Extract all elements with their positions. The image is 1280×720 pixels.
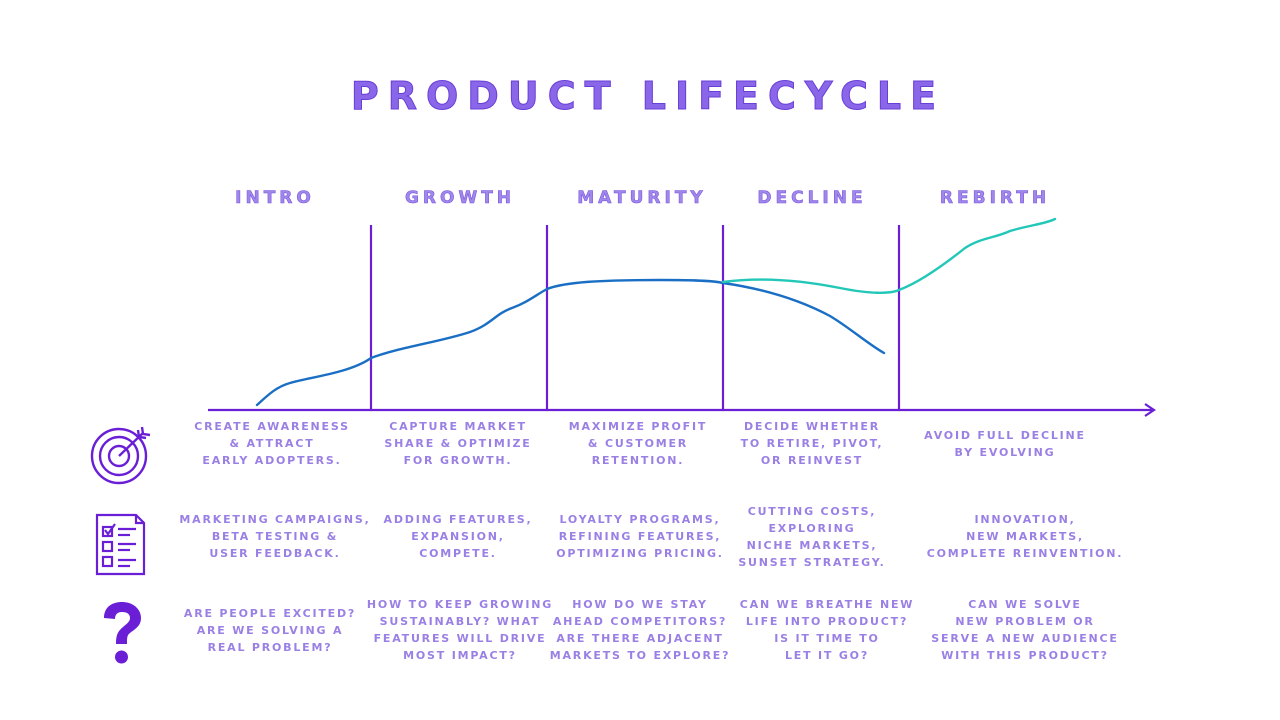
stage-label-growth: GROWTH (404, 188, 516, 209)
maturity-questions: HOW DO WE STAY AHEAD COMPETITORS? ARE TH… (549, 598, 731, 662)
decline-questions: CAN WE BREATHE NEW LIFE INTO PRODUCT? IS… (739, 598, 915, 662)
stage-label-intro: INTRO (235, 188, 315, 209)
main-lifecycle-curve (255, 278, 886, 407)
rebirth-curve (721, 217, 1057, 294)
intro-questions: ARE PEOPLE EXCITED? ARE WE SOLVING A REA… (183, 607, 357, 654)
stage-label-maturity: MATURITY (577, 188, 707, 209)
target-icon (90, 426, 151, 485)
axis-arrow-icon (1144, 403, 1156, 417)
intro-actions: MARKETING CAMPAIGNS, BETA TESTING & USER… (179, 513, 371, 560)
rebirth-goal: AVOID FULL DECLINE BY EVOLVING (924, 429, 1086, 459)
maturity-goal: MAXIMIZE PROFIT & CUSTOMER RETENTION. (568, 420, 708, 467)
growth-actions: ADDING FEATURES, EXPANSION, COMPETE. (383, 513, 533, 560)
question-mark-icon (104, 602, 141, 664)
growth-goal: CAPTURE MARKET SHARE & OPTIMIZE FOR GROW… (384, 420, 532, 467)
page-title: PRODUCT LIFECYCLE (350, 74, 946, 119)
decline-actions: CUTTING COSTS, EXPLORING NICHE MARKETS, … (738, 505, 886, 569)
checklist-icon (95, 513, 146, 576)
intro-goal: CREATE AWARENESS & ATTRACT EARLY ADOPTER… (194, 420, 350, 467)
rebirth-questions: CAN WE SOLVE NEW PROBLEM OR SERVE A NEW … (931, 598, 1119, 662)
maturity-actions: LOYALTY PROGRAMS, REFINING FEATURES, OPT… (556, 513, 724, 560)
stage-label-decline: DECLINE (757, 188, 867, 209)
growth-questions: HOW TO KEEP GROWING SUSTAINABLY? WHAT FE… (366, 598, 554, 662)
rebirth-actions: INNOVATION, NEW MARKETS, COMPLETE REINVE… (926, 513, 1124, 560)
stage-label-rebirth: REBIRTH (939, 188, 1051, 209)
decline-goal: DECIDE WHETHER TO RETIRE, PIVOT, OR REIN… (740, 420, 884, 467)
